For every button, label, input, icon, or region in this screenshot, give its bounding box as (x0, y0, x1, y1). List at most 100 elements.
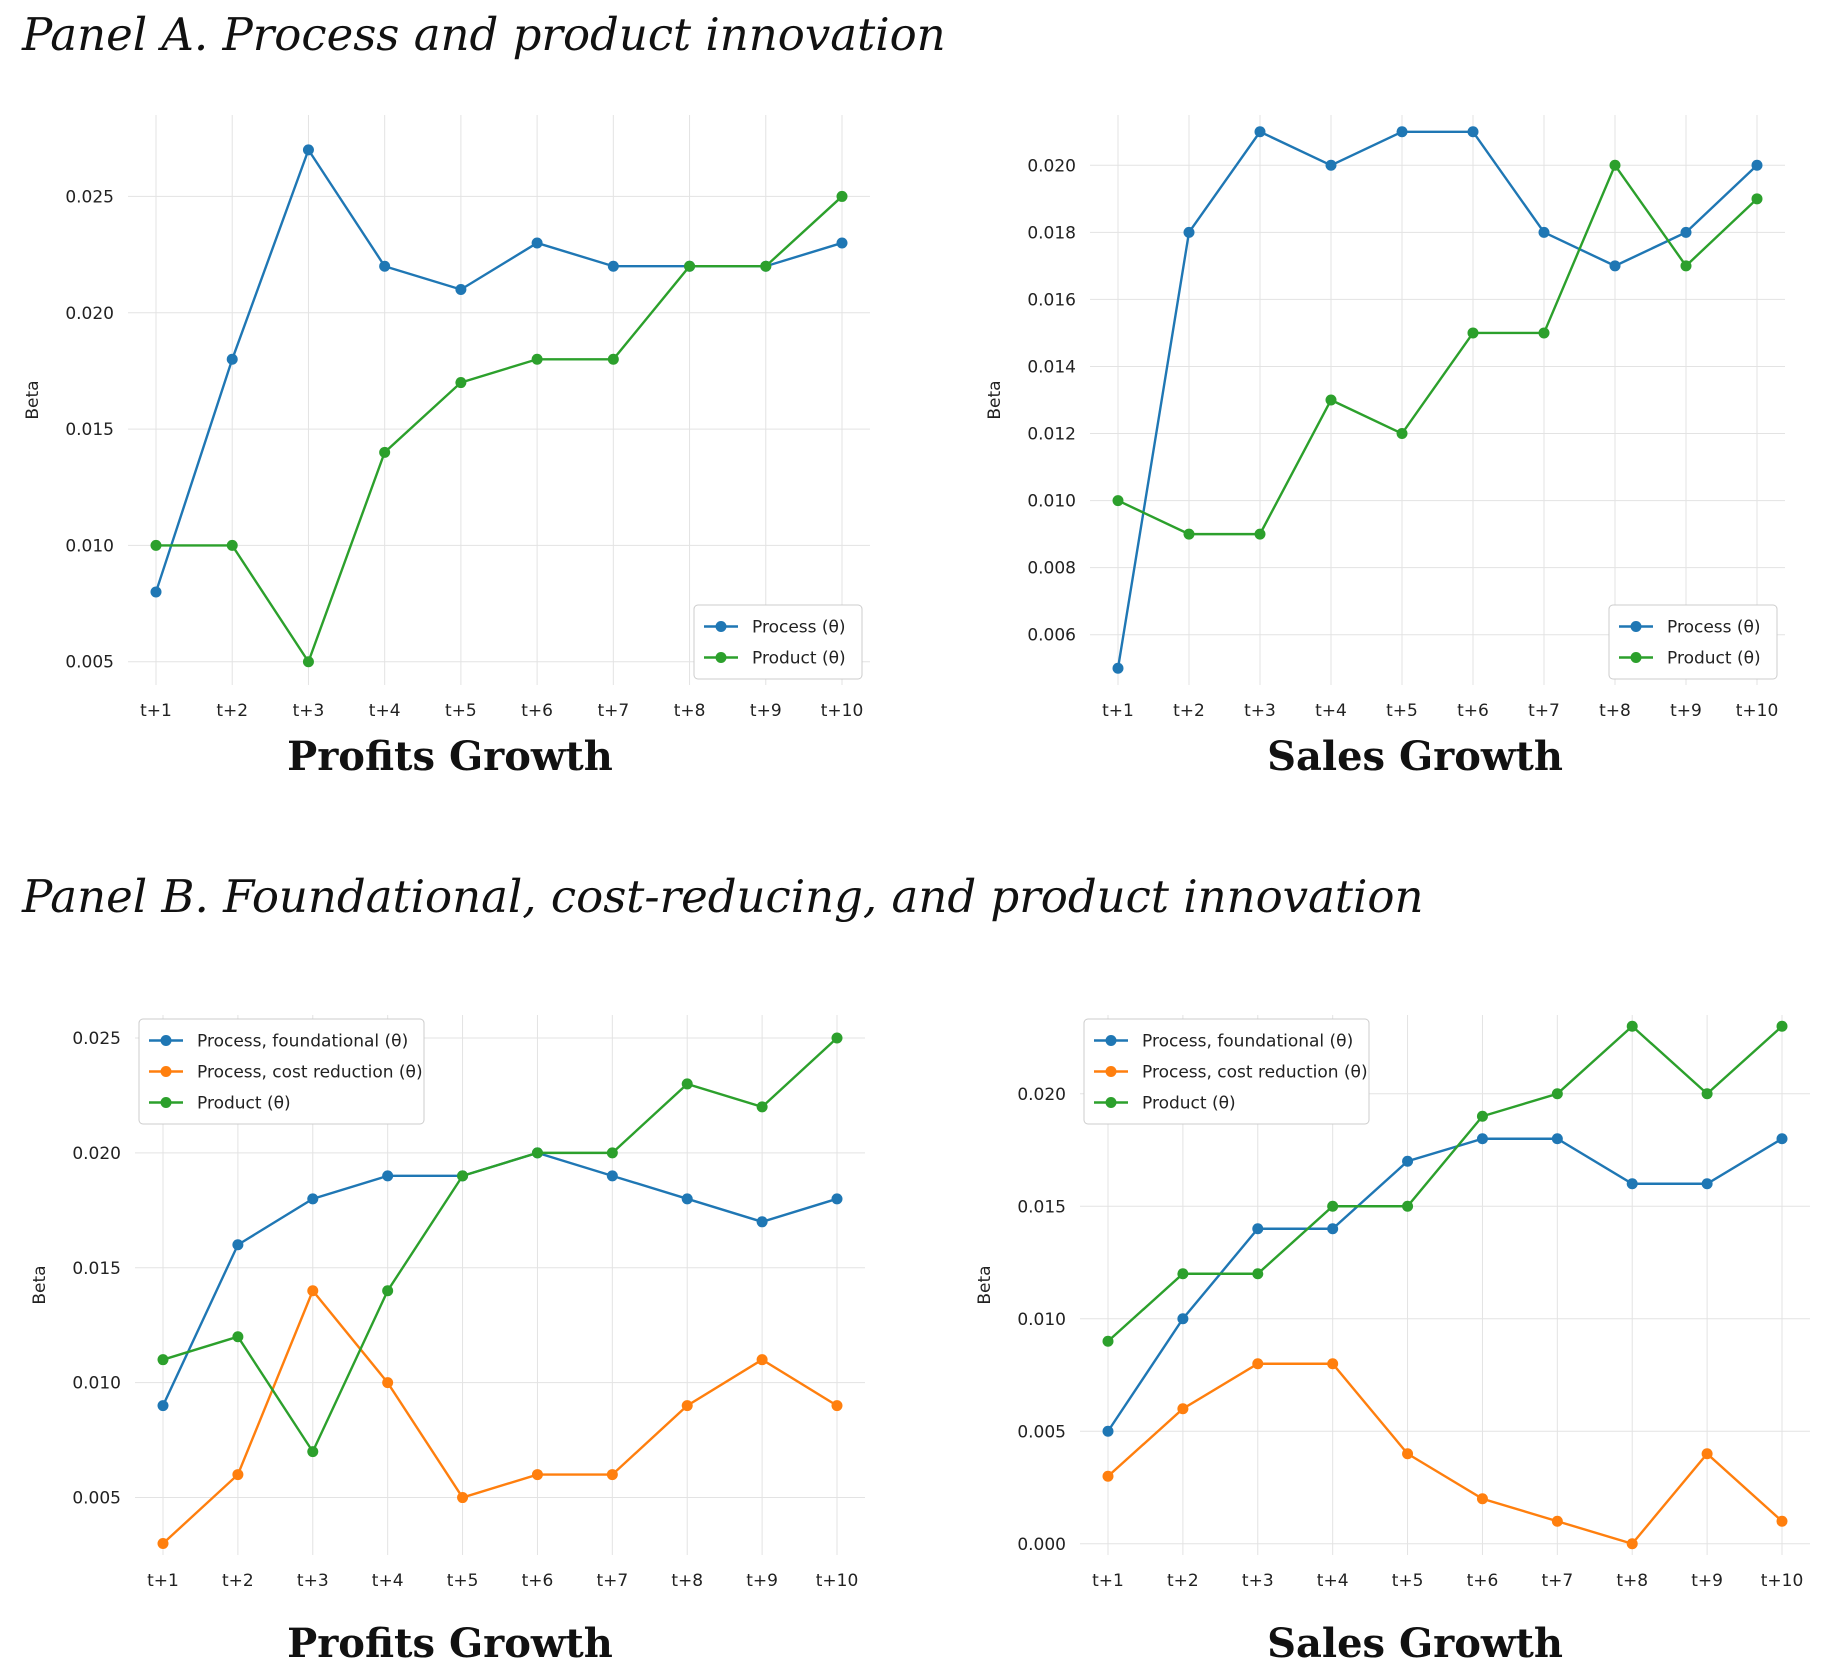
data-point (1701, 1178, 1713, 1190)
data-point (1327, 1200, 1339, 1212)
y-tick-label: 0.015 (72, 1259, 121, 1279)
x-tick-label: t+6 (1457, 701, 1489, 721)
x-tick-label: t+3 (293, 701, 325, 721)
legend-swatch-marker (1630, 621, 1642, 632)
legend-label: Product (θ) (1667, 649, 1761, 669)
x-tick-label: t+5 (447, 1571, 479, 1591)
data-point (1776, 1133, 1788, 1145)
y-axis-title: Beta (985, 380, 1005, 419)
data-point (606, 1469, 618, 1481)
y-axis-title: Beta (30, 1265, 50, 1304)
series-polyline (162, 1288, 838, 1545)
y-axis-title: Beta (975, 1265, 995, 1304)
gridlines (128, 115, 870, 685)
data-point (226, 353, 238, 365)
x-tick-label: t+7 (1541, 1571, 1573, 1591)
data-point (756, 1216, 768, 1228)
x-tick-label: t+2 (1167, 1571, 1199, 1591)
data-point (1177, 1403, 1189, 1415)
series-line (1102, 1020, 1788, 1347)
legend: Process, foundational (θ) Process, cost r… (138, 1018, 425, 1125)
data-point (379, 260, 391, 272)
data-point (1183, 528, 1195, 540)
data-point (302, 656, 314, 668)
data-point (756, 1354, 768, 1366)
legend-swatch-marker (1630, 652, 1642, 663)
data-point (684, 260, 696, 272)
y-tick-label: 0.016 (1027, 290, 1076, 310)
y-tick-label: 0.015 (65, 420, 114, 440)
data-point (531, 353, 543, 365)
y-tick-label: 0.008 (1027, 559, 1076, 579)
data-point (1551, 1088, 1563, 1100)
data-point (607, 260, 619, 272)
y-tick-label: 0.010 (72, 1374, 121, 1394)
series-polyline (162, 1037, 838, 1455)
data-point (1776, 1020, 1788, 1032)
data-point (307, 1193, 319, 1205)
data-point (1751, 193, 1763, 205)
data-point (1467, 126, 1479, 138)
x-tick-label: t+1 (1092, 1571, 1124, 1591)
data-point (681, 1400, 693, 1412)
data-point (681, 1193, 693, 1205)
data-point (1680, 226, 1692, 238)
data-point (1396, 126, 1408, 138)
chart-title-sales-growth-a: Sales Growth (1267, 733, 1563, 780)
data-point (756, 1101, 768, 1113)
y-tick-label: 0.014 (1027, 357, 1076, 377)
series-polyline (161, 1151, 838, 1407)
x-tick-label: t+9 (750, 701, 782, 721)
panel-a-heading: Panel A. Process and product innovation (22, 8, 946, 61)
data-point (157, 1354, 169, 1366)
y-tick-label: 0.025 (72, 1029, 121, 1049)
legend-swatch-marker (715, 652, 727, 663)
data-point (1476, 1133, 1488, 1145)
x-tick-label: t+3 (1244, 701, 1276, 721)
legend-label: Product (θ) (1142, 1094, 1236, 1114)
x-tick-label: t+2 (1173, 701, 1205, 721)
gridlines (1090, 115, 1785, 685)
legend-swatch-marker (1105, 1097, 1117, 1108)
data-point (1538, 226, 1550, 238)
legend-label: Product (θ) (752, 649, 846, 669)
series-line (1102, 1358, 1788, 1550)
x-tick-label: t+9 (1691, 1571, 1723, 1591)
series-polyline (1107, 1024, 1783, 1343)
data-point (226, 539, 238, 551)
data-point (606, 1147, 618, 1159)
x-tick-label: t+4 (369, 701, 401, 721)
data-point (531, 1469, 543, 1481)
x-tick-label: t+9 (746, 1571, 778, 1591)
data-point (1102, 1470, 1114, 1482)
y-tick-label: 0.010 (65, 536, 114, 556)
data-point (1476, 1493, 1488, 1505)
x-tick-label: t+3 (1242, 1571, 1274, 1591)
y-tick-label: 0.020 (65, 304, 114, 324)
data-point (1325, 159, 1337, 171)
legend: Process (θ) Product (θ) (693, 604, 863, 680)
y-tick-label: 0.018 (1027, 223, 1076, 243)
legend-swatch-marker (160, 1066, 172, 1077)
data-point (1402, 1155, 1414, 1167)
data-point (836, 237, 848, 249)
data-point (1183, 226, 1195, 238)
data-point (531, 237, 543, 249)
data-point (1551, 1133, 1563, 1145)
series-polyline (1117, 162, 1758, 536)
panel-b-heading: Panel B. Foundational, cost-reducing, an… (22, 870, 1424, 923)
data-point (1112, 662, 1124, 674)
y-tick-label: 0.010 (1027, 492, 1076, 512)
legend-box (693, 604, 863, 680)
data-point (531, 1147, 543, 1159)
data-point (831, 1032, 843, 1044)
y-tick-label: 0.005 (72, 1489, 121, 1509)
x-tick-label: t+1 (140, 701, 172, 721)
data-point (1112, 495, 1124, 507)
x-tick-label: t+3 (297, 1571, 329, 1591)
x-tick-label: t+5 (1386, 701, 1418, 721)
x-tick-label: t+5 (445, 701, 477, 721)
x-tick-label: t+6 (1467, 1571, 1499, 1591)
data-point (1252, 1268, 1264, 1280)
series-line (1102, 1133, 1788, 1437)
